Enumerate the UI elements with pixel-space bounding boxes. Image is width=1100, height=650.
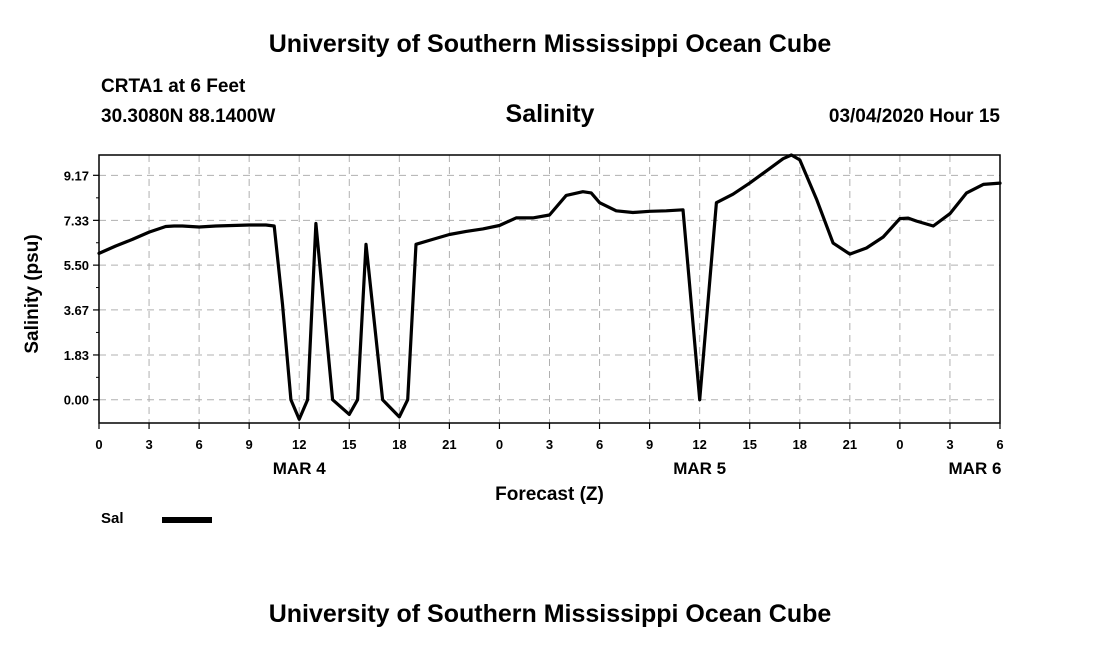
x-tick-label: 6 — [195, 437, 202, 452]
x-tick-label: 6 — [596, 437, 603, 452]
timestamp-label: 03/04/2020 Hour 15 — [828, 106, 1000, 127]
x-tick-label: 3 — [145, 437, 152, 452]
x-tick-label: 9 — [246, 437, 253, 452]
x-tick-label: 21 — [843, 437, 857, 452]
x-tick-label: 21 — [442, 437, 456, 452]
header-title-top: University of Southern Mississippi Ocean… — [268, 30, 832, 58]
x-tick-label: 0 — [896, 437, 903, 452]
x-tick-label: 0 — [95, 437, 102, 452]
y-tick-label: 7.33 — [64, 213, 89, 228]
x-tick-label: 0 — [496, 437, 503, 452]
x-tick-label: 18 — [392, 437, 406, 452]
x-tick-label: 9 — [646, 437, 653, 452]
y-tick-label: 5.50 — [64, 258, 89, 273]
x-tick-label: 15 — [342, 437, 356, 452]
y-tick-label: 0.00 — [64, 393, 89, 408]
y-tick-label: 9.17 — [64, 168, 89, 183]
grid — [99, 155, 1000, 423]
axes: 0.00 1.83 3.67 5.50 7.33 9.17 0 3 6 9 12 15 18 21 0 3 6 9… — [64, 168, 1004, 478]
x-tick-label: 15 — [742, 437, 756, 452]
y-tick-label: 3.67 — [64, 303, 89, 318]
x-tick-label: 3 — [546, 437, 553, 452]
legend-label-sal: Sal — [101, 510, 124, 527]
x-tick-label: 18 — [793, 437, 807, 452]
x-tick-label: 12 — [292, 437, 306, 452]
y-axis-label: Salinity (psu) — [22, 234, 43, 353]
x-axis-label: Forecast (Z) — [495, 484, 604, 505]
chart-title: Salinity — [505, 100, 595, 128]
x-tick-label: 6 — [996, 437, 1003, 452]
date-label: MAR 5 — [673, 459, 726, 478]
header-title-bottom: University of Southern Mississippi Ocean… — [268, 600, 832, 628]
date-label: MAR 6 — [949, 459, 1002, 478]
y-tick-label: 1.83 — [64, 348, 89, 363]
x-tick-label: 12 — [692, 437, 706, 452]
coordinates-label: 30.3080N 88.1400W — [101, 106, 276, 127]
date-label: MAR 4 — [273, 459, 326, 478]
legend-swatch-sal — [162, 517, 212, 523]
station-label: CRTA1 at 6 Feet — [101, 76, 246, 97]
x-tick-label: 3 — [946, 437, 953, 452]
series-line-sal — [97, 153, 1002, 421]
